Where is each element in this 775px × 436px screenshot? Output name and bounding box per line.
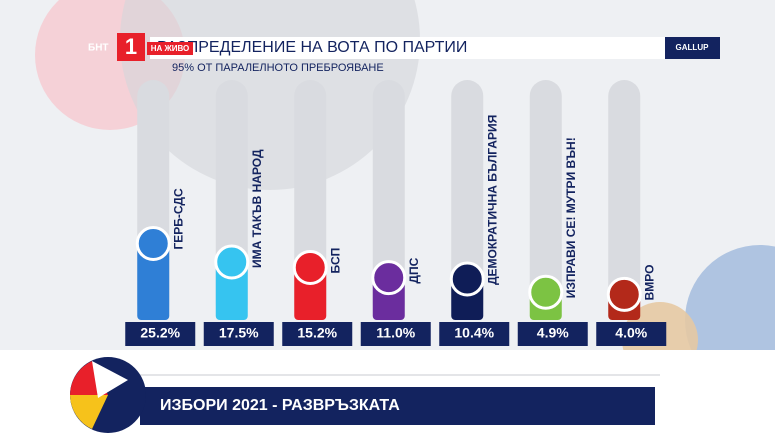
logo-part: [92, 361, 128, 398]
channel: БНТ: [88, 43, 109, 54]
bar-knob: [292, 250, 328, 286]
title-bar: [150, 37, 720, 59]
value-label: 4.0%: [615, 325, 647, 341]
value-box: [517, 322, 588, 346]
value-label: 4.9%: [537, 325, 569, 341]
category-label: ИМА ТАКЪВ НАРОД: [250, 149, 264, 268]
category-label: ДЕМОКРАТИЧНА БЪЛГАРИЯ: [485, 115, 499, 285]
source: GALLUP: [676, 43, 710, 52]
value-box: [360, 322, 431, 346]
bar-track: [529, 80, 562, 320]
show-bar: [140, 387, 655, 425]
value-label: 10.4%: [454, 325, 494, 341]
category-label: ВМРО: [642, 265, 656, 301]
category-label: ИЗПРАВИ СЕ! МУТРИ ВЪН!: [564, 137, 578, 298]
live: НА ЖИВО: [151, 44, 190, 53]
bar-knob: [371, 260, 407, 296]
bar-knob: [606, 276, 642, 312]
value-label: 25.2%: [140, 325, 180, 341]
show-title: ИЗБОРИ 2021 - РАЗВРЪЗКАТА: [160, 397, 400, 414]
category-label: ДПС: [407, 257, 421, 283]
category-label: БСП: [328, 248, 342, 274]
live-tag: [147, 42, 193, 55]
bar-knob: [449, 261, 485, 297]
chart: ГЕРБ-СДС 25.2% ИМА ТАКЪВ НАРОД 17.5% БСП 15.2…: [125, 80, 667, 346]
bar-knob: [528, 274, 564, 310]
value-label: 15.2%: [297, 325, 337, 341]
value-box: [203, 322, 274, 346]
bar-track: [372, 80, 405, 320]
chart-subtitle: 95% ОТ ПАРАЛЕЛНОТО ПРЕБРОЯВАНЕ: [172, 62, 384, 74]
value-box: [596, 322, 667, 346]
value-label: 11.0%: [376, 325, 415, 341]
source-box: [665, 37, 720, 59]
channel-number: 1: [125, 34, 137, 59]
bar-knob: [135, 226, 171, 262]
value-label: 17.5%: [219, 325, 259, 341]
logo-box: [117, 33, 145, 61]
chart-title: РАЗПРЕДЕЛЕНИЕ НА ВОТА ПО ПАРТИИ: [157, 39, 467, 56]
value-box: [282, 322, 353, 346]
value-box: [125, 322, 196, 346]
bar: [137, 243, 170, 320]
bar-track: [608, 80, 641, 320]
value-box: [439, 322, 510, 346]
bar-track: [451, 80, 484, 320]
bar-knob: [214, 244, 250, 280]
category-label: ГЕРБ-СДС: [171, 188, 185, 249]
logo-part: [70, 395, 108, 429]
